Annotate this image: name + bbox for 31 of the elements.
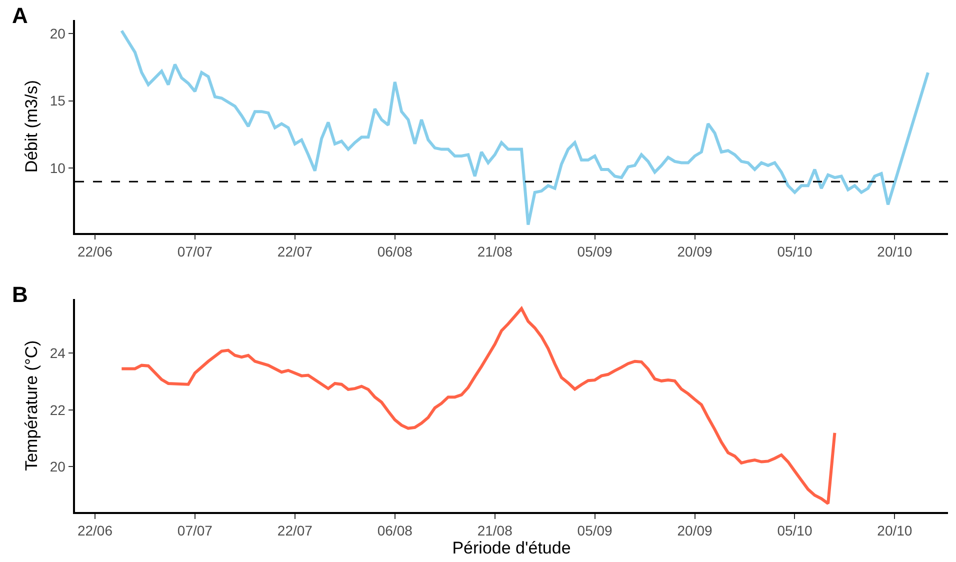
x-axis-title: Période d'étude xyxy=(452,538,571,558)
text: B xyxy=(12,282,28,307)
y-tick-label: 20 xyxy=(50,458,66,474)
y-axis-title: Température (°C) xyxy=(22,340,41,471)
x-tick-label: 22/07 xyxy=(277,522,313,539)
text: A xyxy=(12,3,28,28)
line-series xyxy=(120,29,930,226)
x-tick-label: 20/10 xyxy=(877,243,912,260)
x-tick-label: 22/06 xyxy=(77,522,113,539)
x-tick-label: 22/06 xyxy=(77,243,113,260)
y-tick-label: 10 xyxy=(50,160,66,176)
x-tick-label: 05/10 xyxy=(777,522,812,539)
x-tick-label: 21/08 xyxy=(477,522,513,539)
x-tick-label: 20/09 xyxy=(677,243,712,260)
line-series xyxy=(120,307,836,505)
x-tick-label: 06/08 xyxy=(377,243,413,260)
x-tick-label: 22/07 xyxy=(277,243,313,260)
x-tick-label: 05/09 xyxy=(577,522,613,539)
y-axis-title: Débit (m3/s) xyxy=(22,80,41,173)
x-tick-label: 20/10 xyxy=(877,522,912,539)
x-tick-label: 05/09 xyxy=(577,243,613,260)
x-tick-label: 07/07 xyxy=(177,522,213,539)
x-tick-label: 21/08 xyxy=(477,243,513,260)
y-tick-label: 15 xyxy=(50,92,66,109)
y-tick-label: 24 xyxy=(50,345,66,362)
y-tick-label: 22 xyxy=(50,402,66,418)
y-tick-label: 20 xyxy=(50,25,66,42)
x-tick-label: 06/08 xyxy=(377,522,413,539)
x-tick-label: 07/07 xyxy=(177,243,213,260)
x-tick-label: 20/09 xyxy=(677,522,712,539)
x-tick-label: 05/10 xyxy=(777,243,812,260)
